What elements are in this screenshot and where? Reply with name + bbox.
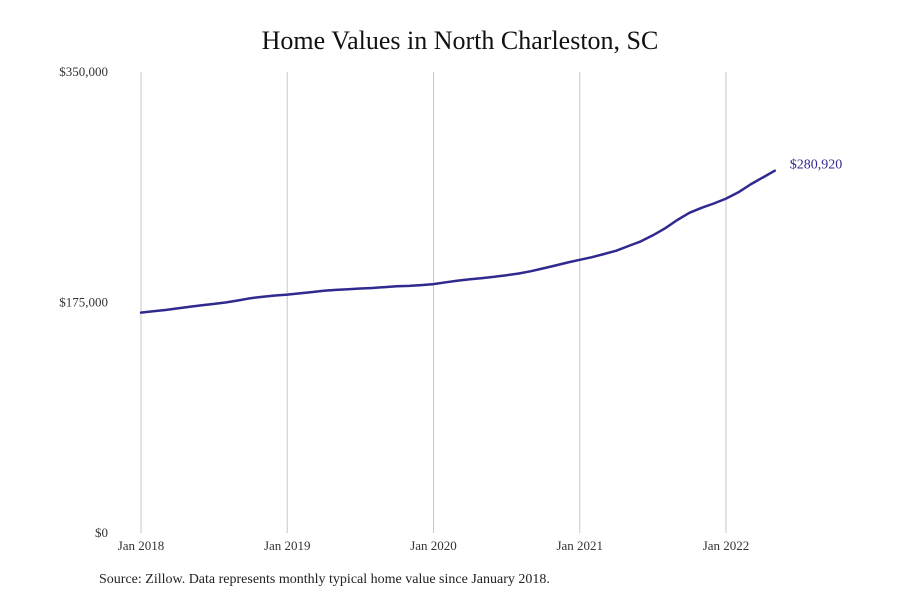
- source-note: Source: Zillow. Data represents monthly …: [99, 572, 550, 587]
- x-tick-label: Jan 2019: [264, 538, 311, 553]
- x-tick-label: Jan 2022: [703, 538, 750, 553]
- chart-title: Home Values in North Charleston, SC: [261, 26, 659, 55]
- series-layer: $280,920: [139, 158, 843, 314]
- x-tick-label: Jan 2021: [556, 538, 603, 553]
- y-tick-label: $350,000: [59, 64, 108, 79]
- y-axis-ticks: $0 $175,000 $350,000: [59, 64, 108, 540]
- end-value-label: $280,920: [790, 158, 843, 173]
- x-tick-label: Jan 2018: [118, 538, 165, 553]
- series-line: [139, 169, 777, 314]
- y-tick-label: $175,000: [59, 295, 108, 310]
- grid-lines: [140, 72, 727, 533]
- y-tick-label: $0: [95, 525, 108, 540]
- x-tick-label: Jan 2020: [410, 538, 457, 553]
- x-axis-ticks: Jan 2018 Jan 2019 Jan 2020 Jan 2021 Jan 2022: [118, 538, 750, 553]
